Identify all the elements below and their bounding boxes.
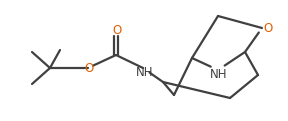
Text: O: O [263, 23, 273, 35]
Text: NH: NH [136, 67, 154, 79]
Text: NH: NH [210, 68, 228, 82]
Text: O: O [84, 63, 94, 76]
Text: O: O [112, 23, 122, 37]
